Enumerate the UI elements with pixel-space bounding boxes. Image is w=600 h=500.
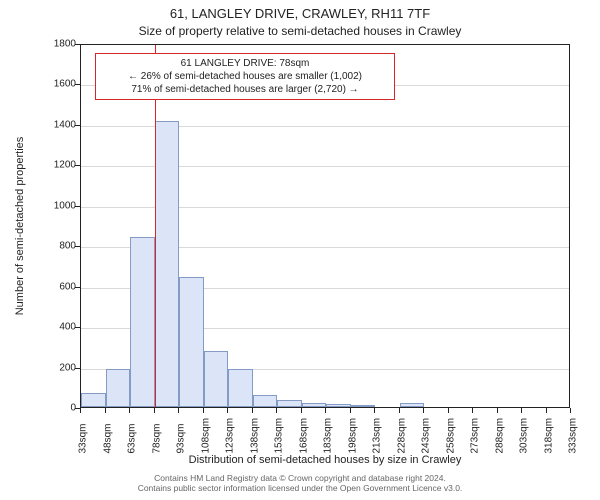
x-tick-mark — [325, 408, 326, 413]
x-tick-mark — [203, 408, 204, 413]
x-tick-label: 93sqm — [176, 423, 187, 453]
x-tick-mark — [227, 408, 228, 413]
chart-root: { "chart": { "type": "histogram", "title… — [0, 0, 600, 500]
x-tick-label: 33sqm — [78, 423, 89, 453]
x-tick-label: 48sqm — [102, 423, 113, 453]
x-tick-label: 198sqm — [347, 418, 358, 454]
annotation-line-2: ← 26% of semi-detached houses are smalle… — [102, 70, 388, 83]
chart-title: 61, LANGLEY DRIVE, CRAWLEY, RH11 7TF — [0, 6, 600, 21]
x-tick-label: 288sqm — [494, 418, 505, 454]
x-tick-mark — [178, 408, 179, 413]
histogram-bar — [81, 393, 106, 407]
x-tick-label: 318sqm — [543, 418, 554, 454]
x-tick-label: 258sqm — [445, 418, 456, 454]
chart-footer: Contains HM Land Registry data © Crown c… — [0, 473, 600, 494]
y-tick-label: 400 — [36, 322, 76, 333]
y-tick-label: 1800 — [36, 39, 76, 50]
x-tick-label: 123sqm — [225, 418, 236, 454]
annotation-line-3: 71% of semi-detached houses are larger (… — [102, 83, 388, 96]
x-tick-label: 63sqm — [127, 423, 138, 453]
x-tick-label: 303sqm — [519, 418, 530, 454]
x-tick-label: 168sqm — [298, 418, 309, 454]
histogram-bar — [204, 351, 229, 407]
x-tick-mark — [546, 408, 547, 413]
x-tick-mark — [129, 408, 130, 413]
x-tick-mark — [301, 408, 302, 413]
histogram-bar — [106, 369, 131, 407]
chart-subtitle: Size of property relative to semi-detach… — [0, 24, 600, 38]
histogram-bar — [155, 121, 180, 407]
x-tick-label: 273sqm — [470, 418, 481, 454]
y-tick-label: 800 — [36, 241, 76, 252]
histogram-bar — [277, 400, 302, 407]
x-tick-label: 228sqm — [396, 418, 407, 454]
x-tick-label: 333sqm — [568, 418, 579, 454]
x-tick-label: 243sqm — [421, 418, 432, 454]
y-tick-label: 0 — [36, 403, 76, 414]
x-tick-mark — [399, 408, 400, 413]
histogram-bar — [179, 277, 204, 407]
annotation-box: 61 LANGLEY DRIVE: 78sqm ← 26% of semi-de… — [95, 53, 395, 100]
y-axis-label: Number of semi-detached properties — [14, 137, 26, 316]
histogram-bar — [253, 395, 278, 407]
x-tick-mark — [570, 408, 571, 413]
y-tick-label: 200 — [36, 362, 76, 373]
x-tick-mark — [80, 408, 81, 413]
y-tick-label: 1000 — [36, 200, 76, 211]
x-tick-label: 78sqm — [151, 423, 162, 453]
x-tick-mark — [448, 408, 449, 413]
x-axis-label: Distribution of semi-detached houses by … — [80, 454, 570, 466]
x-tick-mark — [350, 408, 351, 413]
x-tick-mark — [423, 408, 424, 413]
x-tick-label: 213sqm — [372, 418, 383, 454]
x-tick-mark — [252, 408, 253, 413]
x-tick-label: 138sqm — [249, 418, 260, 454]
x-tick-mark — [472, 408, 473, 413]
histogram-bar — [130, 237, 155, 407]
plot-area: 61 LANGLEY DRIVE: 78sqm ← 26% of semi-de… — [80, 44, 570, 408]
footer-line-2: Contains public sector information licen… — [0, 483, 600, 494]
annotation-line-1: 61 LANGLEY DRIVE: 78sqm — [102, 57, 388, 70]
x-tick-label: 108sqm — [200, 418, 211, 454]
x-tick-label: 153sqm — [274, 418, 285, 454]
x-tick-mark — [154, 408, 155, 413]
x-tick-label: 183sqm — [323, 418, 334, 454]
x-tick-mark — [105, 408, 106, 413]
footer-line-1: Contains HM Land Registry data © Crown c… — [0, 473, 600, 484]
histogram-bar — [228, 369, 253, 407]
y-tick-label: 1600 — [36, 79, 76, 90]
histogram-bar — [326, 404, 351, 407]
x-tick-mark — [521, 408, 522, 413]
y-tick-label: 600 — [36, 281, 76, 292]
y-tick-label: 1200 — [36, 160, 76, 171]
x-tick-mark — [497, 408, 498, 413]
histogram-bar — [400, 403, 425, 407]
histogram-bar — [351, 405, 376, 407]
x-tick-mark — [276, 408, 277, 413]
y-tick-label: 1400 — [36, 119, 76, 130]
histogram-bar — [302, 403, 327, 407]
x-tick-mark — [374, 408, 375, 413]
